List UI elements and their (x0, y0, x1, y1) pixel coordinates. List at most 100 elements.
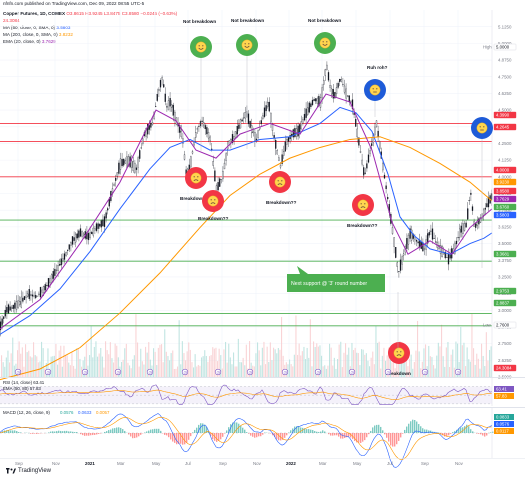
candle-body (327, 72, 330, 81)
price-badge[interactable]: 4.3990 (493, 111, 517, 119)
emoji-annotation-sad[interactable]: Breakdown?? (180, 167, 211, 201)
price-badge[interactable]: Low 2.7600 (483, 321, 517, 329)
support-callout[interactable]: Next support @ '3' round number (287, 266, 385, 292)
volume-bar (370, 357, 372, 377)
volume-bar (26, 352, 28, 377)
emoji-annotation-worried[interactable]: Ruh roh? (364, 65, 388, 117)
macd-pane[interactable]: MACD (12, 26, close, 9) 0.0576 0.0633 0.005… (0, 408, 525, 468)
volume-bar (116, 345, 118, 377)
event-marker-icon[interactable] (421, 368, 429, 376)
time-axis[interactable]: Sep Nov 2021 Mar May Jul Sep Nov 2022 Mar May Jul Se… (0, 458, 525, 468)
macd-histogram-bar (168, 433, 170, 438)
price-badge[interactable]: 2.9753 (493, 287, 517, 295)
event-marker-icon[interactable] (454, 368, 462, 376)
price-badge[interactable]: 24.3084 (493, 364, 517, 372)
volume-bar (44, 368, 46, 377)
event-marker-icon[interactable] (14, 368, 22, 376)
macd-histogram-bar (236, 422, 238, 433)
ma50-legend[interactable]: MA (50, close, 0, SMA, 0) 3.5803 (3, 25, 70, 31)
series-line[interactable] (0, 136, 493, 381)
event-marker-icon[interactable] (348, 368, 356, 376)
candle-body (279, 165, 282, 168)
price-chart[interactable]: 5.12505.00004.87504.75004.62504.50004.37… (0, 10, 525, 381)
price-badge-value: 5.0000 (496, 45, 510, 50)
price-badge[interactable]: 3.8580 (493, 187, 517, 195)
price-badge[interactable]: 2.8837 (493, 299, 517, 307)
volume-bar (377, 342, 379, 377)
pane-separator[interactable] (0, 377, 525, 378)
candle-body (217, 182, 219, 191)
series-line[interactable] (0, 93, 493, 330)
price-badge[interactable]: 3.5803 (493, 211, 517, 219)
emoji-annotation-happy[interactable]: Not breakdown (308, 18, 341, 54)
volume-bar (244, 365, 246, 377)
macd-histogram-bar (274, 433, 276, 437)
macd-histogram-bar (182, 433, 184, 445)
emoji-annotation-happy[interactable]: Not breakdown (231, 18, 264, 149)
volume-bar (300, 355, 302, 377)
event-marker-icon[interactable] (281, 368, 289, 376)
macd-histogram-bar (346, 433, 348, 438)
price-badge[interactable]: 3.6760 (493, 203, 517, 211)
event-marker-icon[interactable] (314, 368, 322, 376)
price-badge[interactable]: 3.7629 (493, 195, 517, 203)
event-marker-icon[interactable] (114, 368, 122, 376)
price-badge-box (493, 111, 517, 119)
event-marker-icon[interactable] (181, 368, 189, 376)
rsi-line[interactable] (0, 384, 493, 405)
candle-body (483, 209, 485, 216)
candle-body (142, 138, 144, 144)
emoji-annotation-sad[interactable]: Breakdown?? (198, 190, 229, 221)
macd-histogram-bar (370, 430, 372, 433)
candle-body (0, 321, 2, 331)
volume-bar (154, 351, 156, 377)
macd-histogram-bar (278, 433, 280, 441)
ema20-legend[interactable]: EMA (20, close, 0) 3.7629 (3, 39, 56, 45)
volume-bar (263, 341, 265, 377)
price-badge[interactable]: 3.9230 (493, 178, 517, 186)
candle-body (31, 294, 34, 297)
event-marker-icon[interactable] (214, 368, 222, 376)
event-marker-icon[interactable] (44, 368, 52, 376)
rsi-ema-line[interactable] (0, 389, 493, 401)
macd-signal-line[interactable] (0, 416, 493, 460)
event-marker-icon[interactable] (146, 368, 154, 376)
volume-bar (383, 347, 385, 377)
candle-body (231, 134, 234, 143)
emoji-annotation-sad[interactable]: Breakdown?? (266, 171, 297, 205)
pane-separator[interactable] (0, 407, 525, 408)
emoji-annotation-sad[interactable]: Breakdown (386, 342, 411, 376)
volume-bar (372, 351, 374, 377)
volume-bar (309, 319, 311, 377)
price-badge-value: 4.2645 (496, 125, 510, 130)
volume-bar (159, 344, 161, 377)
event-marker-icon[interactable] (246, 368, 254, 376)
ma200-legend[interactable]: MA (200, close, 0, SMA, 0) 3.8232 (3, 32, 73, 38)
candle-body (241, 119, 243, 122)
macd-line[interactable] (0, 413, 493, 468)
event-marker-icon[interactable] (81, 368, 89, 376)
candle-body (414, 237, 416, 240)
emoji-annotation-sad[interactable]: Breakdown?? (347, 194, 378, 228)
macd-histogram-bar (206, 427, 208, 433)
candle-body (455, 240, 458, 245)
symbol-name[interactable]: Copper Futures, 1D, COMEX (3, 11, 66, 16)
footer-brand[interactable]: TradingView (6, 468, 51, 474)
volume-bar (445, 347, 447, 377)
price-badge-box (493, 287, 517, 295)
emoji-annotation-happy[interactable]: Not breakdown (183, 19, 216, 151)
price-badge[interactable]: 4.0000 (493, 166, 517, 174)
series-line[interactable] (0, 106, 493, 335)
volume-bar (127, 362, 129, 377)
macd-histogram-bar (354, 433, 356, 441)
macd-histogram-bar (476, 433, 478, 434)
price-badge[interactable]: High 5.0000 (483, 43, 517, 51)
event-markers[interactable]: ◷ ◷ ◷ ◷ ◷ ◷ ◷ ◷ ◷ ◷ ◷ ◷ ◷ ◷ (14, 368, 462, 376)
price-badge[interactable]: 3.3681 (493, 250, 517, 258)
candle-body (203, 122, 205, 126)
event-marker-icon[interactable] (384, 368, 392, 376)
volume-bar (431, 357, 433, 377)
price-badge[interactable]: 4.2645 (493, 123, 517, 131)
emoji-annotation-worried[interactable] (471, 117, 493, 268)
